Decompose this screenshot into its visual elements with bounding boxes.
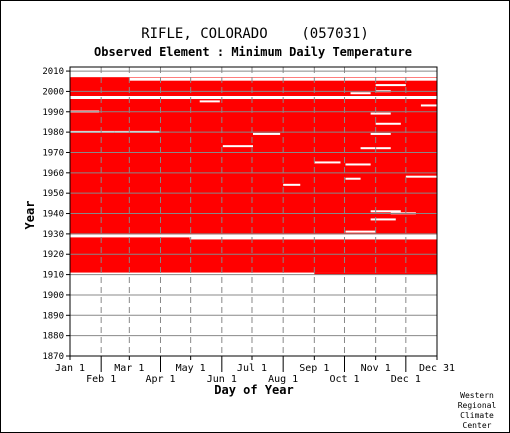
x-tick-label: Aug 1 (268, 374, 298, 385)
x-tick-label: May 1 (176, 363, 206, 374)
y-axis-label: Year (23, 201, 37, 230)
missing-data-gap (345, 177, 361, 180)
missing-data-gap (222, 145, 253, 148)
observed-partial-year (314, 272, 437, 275)
y-tick-label: 1890 (42, 311, 64, 321)
y-tick-label: 1940 (42, 210, 64, 220)
missing-data-gap (420, 104, 437, 107)
credit-line: Climate (460, 411, 494, 420)
x-tick-label: Dec 31 (419, 363, 455, 374)
chart-subtitle: Observed Element : Minimum Daily Tempera… (94, 45, 412, 59)
x-tick-label: Sep 1 (299, 363, 329, 374)
y-tick-label: 1870 (42, 352, 64, 362)
x-tick-label: Jul 1 (237, 363, 267, 374)
missing-data-gap (370, 210, 401, 213)
missing-data-gap (370, 218, 396, 221)
missing-data-gap (375, 122, 401, 125)
x-axis-ticks: Jan 1 Mar 1 May 1 Jul 1 Sep 1 Nov 1 Dec 31 Feb … (55, 356, 455, 385)
missing-data-gap (370, 112, 391, 115)
missing-data-gap (370, 132, 391, 135)
plot-area (69, 66, 438, 357)
missing-data-gap (314, 161, 341, 164)
y-tick-label: 1960 (42, 169, 64, 179)
chart-title: RIFLE, COLORADO (057031) (141, 26, 369, 42)
x-tick-label: Jan 1 (55, 363, 85, 374)
credit-line: Western (460, 391, 494, 400)
y-tick-label: 2000 (42, 87, 64, 97)
x-tick-label: Mar 1 (114, 363, 144, 374)
x-tick-label: Dec 1 (391, 374, 421, 385)
y-tick-label: 1910 (42, 271, 64, 281)
missing-year-gap (70, 96, 437, 100)
missing-data-gap (375, 84, 406, 87)
missing-data-gap (350, 92, 371, 95)
x-axis-label: Day of Year (214, 383, 293, 397)
x-tick-label: Jun 1 (207, 374, 237, 385)
missing-data-gap (345, 230, 376, 233)
y-tick-label: 2010 (42, 67, 64, 77)
credit-line: Regional (458, 401, 497, 410)
x-tick-label: Feb 1 (86, 374, 116, 385)
y-tick-label: 1900 (42, 291, 64, 301)
observed-block (70, 77, 437, 273)
y-tick-label: 1920 (42, 250, 64, 260)
y-axis-ticks: 1870 1880 1890 1900 1910 1920 1930 1940 1950 1960… (42, 67, 70, 362)
missing-data-gap (199, 100, 220, 103)
x-tick-label: Apr 1 (145, 374, 175, 385)
y-tick-label: 1950 (42, 189, 64, 199)
missing-data-gap (405, 175, 437, 178)
x-tick-label: Nov 1 (361, 363, 391, 374)
y-tick-label: 1970 (42, 148, 64, 158)
missing-year-gap (189, 236, 437, 240)
y-tick-label: 1990 (42, 108, 64, 118)
y-tick-label: 1880 (42, 332, 64, 342)
y-tick-label: 1980 (42, 128, 64, 138)
credit-line: Center (463, 421, 492, 430)
plot-border (69, 66, 438, 357)
y-tick-label: 1930 (42, 230, 64, 240)
missing-data-gap (252, 132, 281, 135)
missing-data-gap (283, 183, 301, 186)
missing-year-gap (70, 234, 437, 238)
x-tick-label: Oct 1 (329, 374, 359, 385)
missing-data-gap (345, 163, 371, 166)
